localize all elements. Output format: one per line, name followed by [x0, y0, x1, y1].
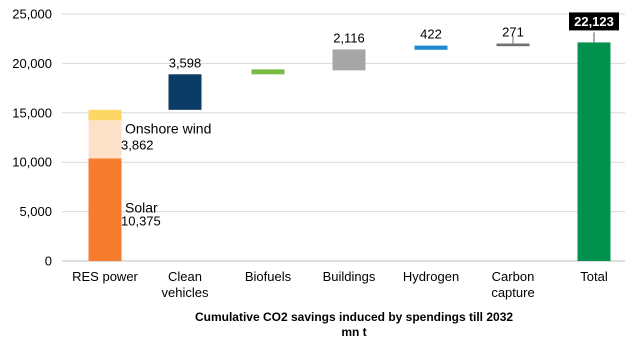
bar-segment [88, 158, 122, 261]
bar-segment [332, 49, 366, 71]
value-label: 3,598 [169, 55, 202, 70]
y-tick-label: 0 [45, 254, 52, 269]
total-label-box [569, 12, 619, 31]
chart-caption-line2: mn t [341, 325, 366, 339]
x-category-label: Hydrogen [403, 269, 459, 284]
segment-value-label: 3,862 [121, 137, 154, 152]
bar-segment [88, 120, 122, 159]
bar-segment [414, 45, 448, 50]
bar-segment [496, 43, 530, 47]
value-label: 422 [420, 27, 442, 42]
x-category-label: Clean [168, 269, 202, 284]
segment-name-label: Onshore wind [125, 120, 211, 136]
bars [88, 42, 611, 261]
x-category-label: Biofuels [245, 269, 292, 284]
bar-segment [251, 69, 285, 75]
y-tick-label: 25,000 [12, 7, 52, 22]
value-label: 2,116 [333, 30, 365, 45]
x-category-label: Buildings [323, 269, 376, 284]
y-tick-label: 20,000 [12, 56, 52, 71]
chart-caption-line1: Cumulative CO2 savings induced by spendi… [195, 310, 513, 324]
bar-segment [168, 74, 202, 110]
segment-value-label: 10,375 [121, 214, 161, 229]
x-category-label: Carbon [492, 269, 535, 284]
segment-name-label: Solar [125, 200, 158, 216]
x-category-label: RES power [72, 269, 138, 284]
x-category-label: Total [580, 269, 608, 284]
total-value-label: 22,123 [574, 14, 614, 29]
bar-segment [577, 42, 611, 261]
y-tick-label: 10,000 [12, 155, 52, 170]
y-tick-label: 5,000 [19, 204, 52, 219]
x-category-label: vehicles [162, 285, 209, 300]
value-label: 271 [502, 25, 524, 40]
y-tick-label: 15,000 [12, 105, 52, 120]
x-category-label: capture [491, 285, 534, 300]
bar-segment [88, 109, 122, 121]
y-axis-tick-labels: 0 5,000 10,000 15,000 20,000 25,000 [12, 7, 52, 269]
